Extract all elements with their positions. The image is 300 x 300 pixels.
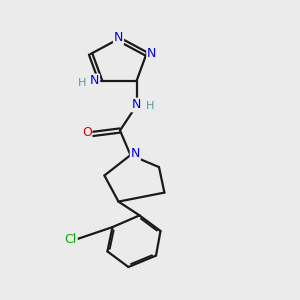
Text: Cl: Cl bbox=[65, 233, 77, 246]
Text: N: N bbox=[114, 31, 123, 44]
Text: O: O bbox=[82, 126, 92, 139]
Text: N: N bbox=[147, 46, 157, 60]
Text: N: N bbox=[130, 147, 140, 160]
Text: N: N bbox=[90, 74, 99, 88]
Text: H: H bbox=[78, 78, 87, 88]
Text: N: N bbox=[132, 98, 141, 112]
Text: H: H bbox=[146, 100, 154, 111]
